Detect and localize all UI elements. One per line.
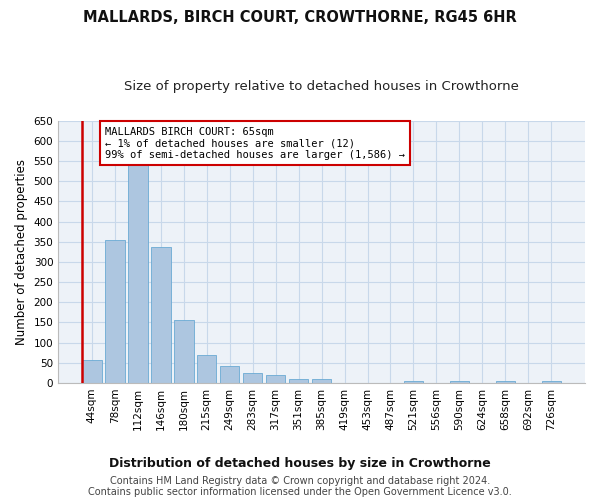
Text: MALLARDS BIRCH COURT: 65sqm
← 1% of detached houses are smaller (12)
99% of semi: MALLARDS BIRCH COURT: 65sqm ← 1% of deta…	[105, 126, 405, 160]
Bar	[266, 376, 286, 383]
Bar	[449, 380, 469, 383]
Bar	[312, 380, 331, 383]
Bar	[197, 354, 217, 383]
Bar	[105, 240, 125, 383]
Bar	[220, 366, 239, 383]
Bar	[174, 320, 194, 383]
Bar	[542, 380, 561, 383]
Bar	[82, 360, 101, 383]
Title: Size of property relative to detached houses in Crowthorne: Size of property relative to detached ho…	[124, 80, 519, 93]
Text: Contains public sector information licensed under the Open Government Licence v3: Contains public sector information licen…	[88, 487, 512, 497]
Bar	[289, 379, 308, 383]
Text: Contains HM Land Registry data © Crown copyright and database right 2024.: Contains HM Land Registry data © Crown c…	[110, 476, 490, 486]
Bar	[151, 248, 170, 383]
Bar	[404, 380, 423, 383]
Bar	[496, 380, 515, 383]
Bar	[243, 373, 262, 383]
Bar	[128, 165, 148, 383]
Text: Distribution of detached houses by size in Crowthorne: Distribution of detached houses by size …	[109, 458, 491, 470]
Y-axis label: Number of detached properties: Number of detached properties	[15, 159, 28, 345]
Text: MALLARDS, BIRCH COURT, CROWTHORNE, RG45 6HR: MALLARDS, BIRCH COURT, CROWTHORNE, RG45 …	[83, 10, 517, 25]
